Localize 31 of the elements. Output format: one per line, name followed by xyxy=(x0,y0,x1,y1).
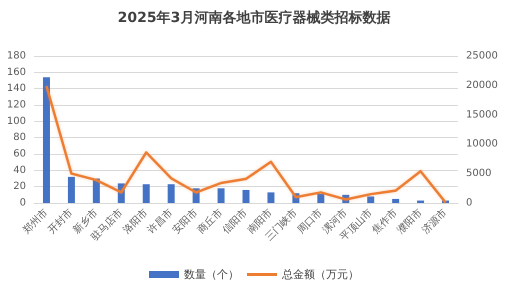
y-tick-label: 160 xyxy=(6,66,26,78)
y2-tick-label: 20000 xyxy=(466,80,498,91)
y2-tick-label: 5000 xyxy=(466,168,492,180)
bar xyxy=(317,194,324,203)
y-tick-label: 140 xyxy=(6,83,26,94)
y-tick-label: 80 xyxy=(13,132,26,144)
x-tick-label: 济源市 xyxy=(420,206,450,236)
legend-label: 数量（个） xyxy=(184,268,239,281)
bar xyxy=(267,192,274,203)
bar xyxy=(142,184,150,203)
y2-tick-label: 10000 xyxy=(466,138,498,150)
bar xyxy=(168,184,175,203)
y-tick-label: 20 xyxy=(13,181,26,192)
bar xyxy=(42,77,50,203)
y-tick-label: 60 xyxy=(13,148,26,160)
y2-tick-label: 25000 xyxy=(466,50,498,62)
y-tick-label: 40 xyxy=(13,164,26,176)
bar xyxy=(367,196,374,203)
y-tick-label: 0 xyxy=(20,198,26,208)
y-tick-label: 180 xyxy=(6,50,26,62)
legend-label: 总金额（万元） xyxy=(281,268,359,281)
chart-title: 2025年3月河南各地市医疗器械类招标数据 xyxy=(118,9,390,26)
bar xyxy=(218,188,225,203)
bar xyxy=(242,190,250,203)
line-series xyxy=(45,84,447,204)
y2-tick-label: 0 xyxy=(466,198,472,208)
bar xyxy=(68,176,75,203)
bar xyxy=(392,198,400,203)
y2-tick-label: 15000 xyxy=(466,109,498,120)
y-tick-label: 100 xyxy=(6,116,26,127)
y-tick-label: 120 xyxy=(6,100,26,110)
